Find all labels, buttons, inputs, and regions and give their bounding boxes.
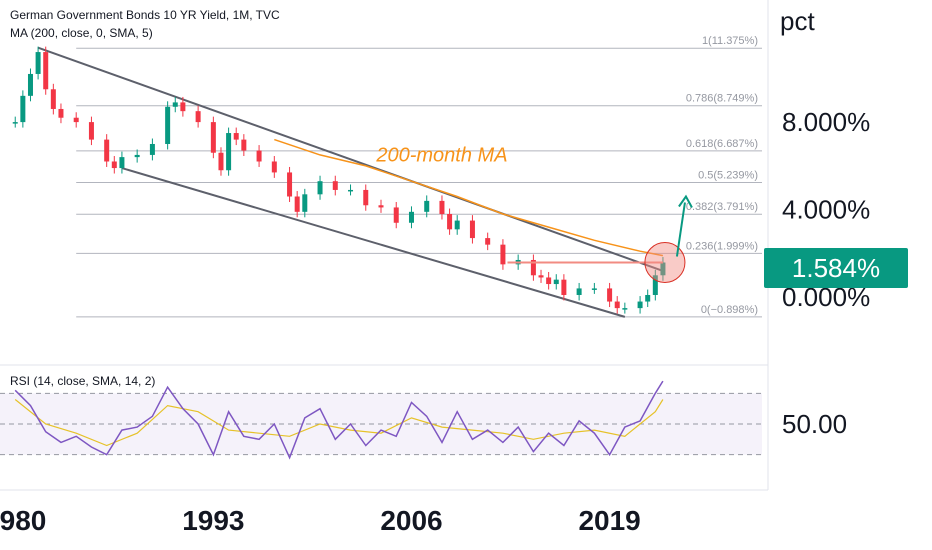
- candle-body: [348, 189, 354, 192]
- candle-body: [500, 244, 506, 265]
- breakout-highlight: [507, 194, 693, 284]
- candle-body: [271, 161, 277, 173]
- fib-level-label: 0(−0.898%): [701, 304, 758, 316]
- rsi-pane: [0, 380, 762, 460]
- candle-body: [591, 288, 597, 290]
- ma-200-line: [274, 138, 664, 257]
- candle-body: [180, 102, 186, 112]
- rsi-y-tick-label: 50.00: [782, 409, 847, 439]
- candle-body: [104, 139, 110, 162]
- x-tick-label: 2019: [578, 505, 640, 536]
- candle-body: [439, 200, 445, 215]
- candle-body: [111, 161, 117, 169]
- candle-body: [27, 73, 33, 96]
- candle-body: [660, 262, 666, 276]
- candle-body: [165, 106, 171, 144]
- candle-body: [408, 211, 414, 223]
- axis-unit-label: pct: [780, 6, 815, 36]
- candle-body: [218, 152, 224, 171]
- candle-body: [637, 301, 643, 309]
- candle-body: [287, 172, 293, 197]
- candle-body: [614, 301, 620, 309]
- candle-body: [530, 259, 536, 276]
- candle-body: [256, 150, 262, 162]
- candle-body: [607, 288, 613, 302]
- candle-body: [553, 279, 559, 285]
- candle-body: [58, 108, 64, 118]
- candle-body: [538, 275, 544, 278]
- candle-body: [73, 117, 79, 123]
- candle-body: [469, 220, 475, 239]
- moving-average-line: [274, 138, 664, 257]
- candle-body: [20, 95, 26, 123]
- y-tick-label: 4.000%: [782, 195, 870, 225]
- candle-body: [43, 52, 49, 90]
- chart-title: German Government Bonds 10 YR Yield, 1M,…: [10, 8, 280, 22]
- candle-body: [447, 214, 453, 230]
- rsi-ma-line: [14, 399, 664, 447]
- fib-level-label: 0.618(6.687%): [686, 138, 758, 150]
- candle-body: [302, 194, 308, 212]
- candle-body: [393, 207, 399, 223]
- fibonacci-levels: 1(11.375%) 0.786(8.749%) 0.618(6.687%) 0.5(…: [76, 35, 762, 318]
- candle-body: [88, 122, 94, 140]
- candle-body: [546, 277, 552, 285]
- candle-body: [645, 294, 651, 302]
- candle-body: [134, 154, 140, 158]
- ma-annotation-text: 200-month MA: [375, 144, 507, 166]
- candle-body: [195, 111, 201, 123]
- candle-body: [454, 220, 460, 230]
- candle-body: [576, 288, 582, 295]
- fib-level-label: 0.5(5.239%): [698, 170, 758, 182]
- x-tick-label: 1980: [0, 505, 46, 536]
- chart-annotations: 200-month MA: [375, 144, 507, 166]
- candle-body: [50, 89, 56, 109]
- candle-body: [149, 143, 155, 155]
- x-tick-label: 2006: [380, 505, 442, 536]
- candle-body: [210, 122, 216, 153]
- rsi-line: [14, 380, 664, 460]
- candle-body: [12, 122, 18, 124]
- breakout-circle: [644, 242, 686, 284]
- candle-body: [119, 157, 125, 169]
- breakout-arrow-shaft: [675, 202, 686, 257]
- candle-body: [172, 102, 178, 107]
- price-candles: [12, 46, 666, 314]
- candle-body: [35, 52, 41, 74]
- fib-level-label: 0.236(1.999%): [686, 240, 758, 252]
- y-tick-label: 8.000%: [782, 107, 870, 137]
- fib-level-label: 1(11.375%): [702, 35, 758, 47]
- price-channel: [37, 46, 664, 318]
- candle-body: [363, 189, 369, 206]
- x-tick-label: 1993: [182, 505, 244, 536]
- channel-lower-line: [121, 167, 626, 318]
- breakout-arrow-head: [678, 194, 693, 208]
- candle-body: [317, 181, 323, 195]
- candle-body: [561, 279, 567, 295]
- candle-body: [332, 181, 338, 190]
- current-price-badge: 1.584%: [764, 248, 908, 288]
- candle-body: [226, 133, 232, 171]
- channel-upper-line: [37, 46, 664, 272]
- rsi-indicator-label: RSI (14, close, SMA, 14, 2): [10, 374, 156, 388]
- candle-body: [485, 238, 491, 245]
- candle-body: [652, 275, 658, 295]
- candle-body: [233, 133, 239, 140]
- ma-indicator-label: MA (200, close, 0, SMA, 5): [10, 26, 153, 40]
- candle-body: [622, 308, 628, 310]
- fib-level-label: 0.382(3.791%): [686, 201, 758, 213]
- fib-level-label: 0.786(8.749%): [686, 93, 758, 105]
- candle-body: [378, 205, 384, 208]
- candle-body: [424, 200, 430, 212]
- candle-body: [241, 139, 247, 151]
- candle-body: [294, 196, 300, 212]
